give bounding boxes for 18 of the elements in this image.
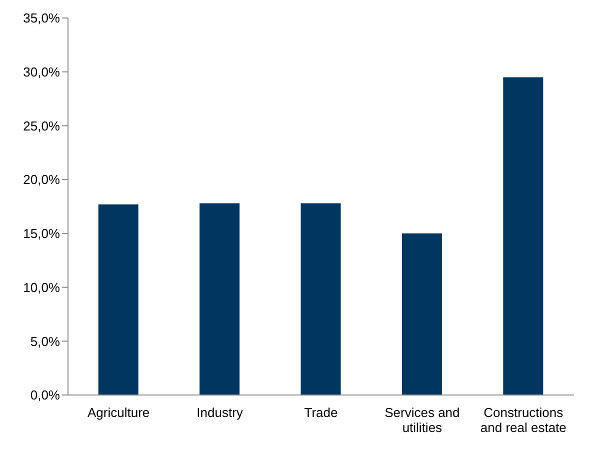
y-tick-label: 15,0% [23, 226, 60, 242]
x-tick-label: Trade [304, 405, 338, 420]
x-tick-label: Industry [196, 405, 244, 420]
y-tick-label: 20,0% [23, 172, 60, 188]
bar [402, 233, 442, 395]
y-tick-label: 25,0% [23, 118, 60, 134]
bar [200, 203, 240, 395]
y-tick-label: 10,0% [23, 280, 60, 295]
x-tick-label: Agriculture [88, 405, 150, 420]
x-tick-label: Services and utilities [384, 405, 460, 435]
y-tick-label: 5,0% [30, 334, 60, 349]
bar [98, 204, 138, 395]
y-tick-label: 0,0% [30, 388, 60, 403]
y-tick-label: 30,0% [23, 64, 60, 80]
y-tick-label: 35,0% [23, 10, 60, 26]
x-tick-label: Constructions and real estate [480, 405, 566, 435]
bar [300, 203, 341, 395]
bar [503, 77, 544, 395]
